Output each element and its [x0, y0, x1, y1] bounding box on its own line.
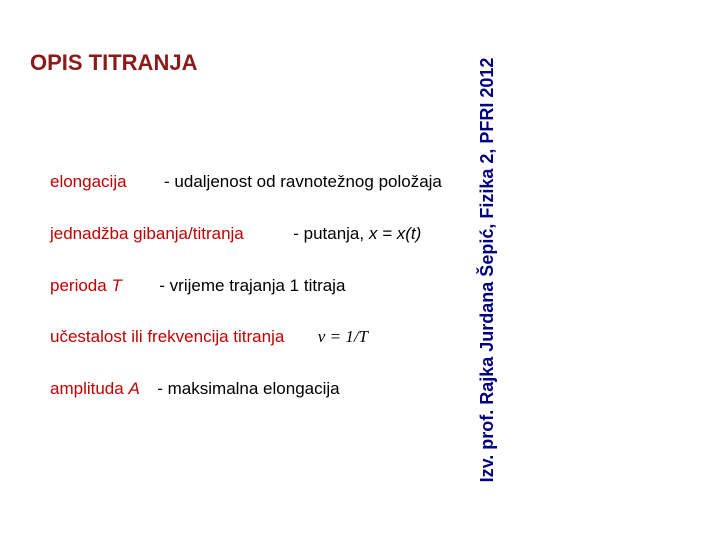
definition-row: elongacija - udaljenost od ravnotežnog p… [50, 170, 640, 194]
term-elongacija: elongacija [50, 172, 127, 191]
term-jednadzba: jednadžba gibanja/titranja [50, 224, 244, 243]
definition-row: učestalost ili frekvencija titranja ν = … [50, 325, 640, 349]
def-frekvencija: ν = 1/T [318, 327, 368, 346]
term-math: A [128, 379, 139, 398]
def-perioda: - vrijeme trajanja 1 titraja [159, 276, 345, 295]
def-math: = 1/T [325, 327, 368, 346]
term-amplituda: amplituda A [50, 379, 145, 398]
def-text: - putanja, [293, 224, 369, 243]
def-math: x = x(t) [369, 224, 421, 243]
definition-row: amplituda A - maksimalna elongacija [50, 377, 640, 401]
term-math: T [111, 276, 121, 295]
definition-row: perioda T - vrijeme trajanja 1 titraja [50, 274, 640, 298]
def-jednadzba: - putanja, x = x(t) [293, 224, 421, 243]
def-amplituda: - maksimalna elongacija [157, 379, 339, 398]
sidebar-attribution: Izv. prof. Rajka Jurdana Šepić, Fizika 2… [477, 58, 498, 483]
content-block: elongacija - udaljenost od ravnotežnog p… [50, 170, 640, 429]
term-text: perioda [50, 276, 111, 295]
definition-row: jednadžba gibanja/titranja - putanja, x … [50, 222, 640, 246]
term-perioda: perioda T [50, 276, 127, 295]
def-elongacija: - udaljenost od ravnotežnog položaja [164, 172, 442, 191]
term-frekvencija: učestalost ili frekvencija titranja [50, 327, 284, 346]
term-text: amplituda [50, 379, 128, 398]
slide-title: OPIS TITRANJA [30, 50, 690, 76]
slide: OPIS TITRANJA elongacija - udaljenost od… [0, 0, 720, 540]
